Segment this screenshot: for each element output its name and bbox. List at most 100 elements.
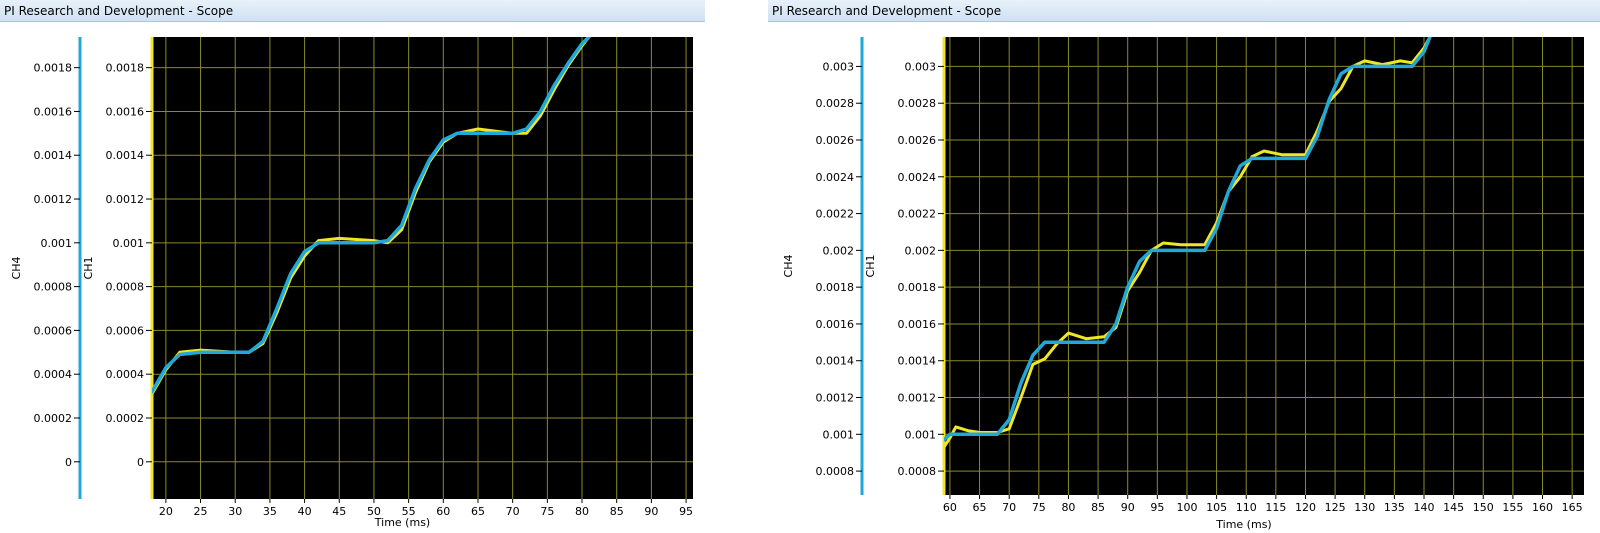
series-line-ch4: [152, 37, 591, 394]
x-tick-label: 65: [973, 501, 987, 514]
ch1-y-tick-label: 0.0026: [898, 134, 937, 147]
ch1-y-tick-label: 0.001: [113, 237, 145, 250]
ch4-y-tick-label: 0.002: [823, 244, 855, 257]
x-tick-label: 160: [1532, 501, 1553, 514]
x-axis-title: Time (ms): [374, 516, 430, 529]
series-line-ch4: [944, 37, 1432, 442]
ch1-y-tick-label: 0.0006: [106, 324, 145, 337]
x-tick-label: 70: [506, 505, 520, 518]
ch1-y-tick-label: 0.0002: [106, 412, 145, 425]
ch1-y-tick-label: 0.002: [905, 244, 937, 257]
scope-chart-left[interactable]: 0 0 0.0002 0.0002 0.0004 0.0004 0.0006 0.0006 0.…: [0, 28, 705, 533]
plot-area[interactable]: [152, 37, 693, 499]
ch1-y-tick-label: 0: [137, 456, 144, 469]
x-tick-label: 85: [1091, 501, 1105, 514]
ch4-y-tick-label: 0.0022: [816, 208, 855, 221]
x-tick-label: 110: [1236, 501, 1257, 514]
ch1-y-tick-label: 0.0018: [106, 62, 145, 75]
x-tick-label: 85: [610, 505, 624, 518]
window-title-bar[interactable]: PI Research and Development - Scope: [0, 0, 705, 22]
ch4-y-tick-label: 0.0014: [34, 149, 73, 162]
ch4-y-tick-label: 0.0018: [816, 281, 855, 294]
x-tick-label: 90: [1121, 501, 1135, 514]
ch4-axis-title: CH4: [782, 255, 795, 278]
ch4-y-tick-label: 0.0028: [816, 97, 855, 110]
ch4-y-tick-label: 0.001: [41, 237, 73, 250]
x-tick-label: 90: [644, 505, 658, 518]
x-tick-label: 150: [1473, 501, 1494, 514]
ch4-axis-title: CH4: [10, 257, 23, 280]
ch1-y-tick-label: 0.0024: [898, 171, 937, 184]
series-line-ch1: [944, 37, 1432, 449]
ch4-y-tick-label: 0.003: [823, 60, 855, 73]
x-tick-label: 70: [1002, 501, 1016, 514]
x-tick-label: 125: [1325, 501, 1346, 514]
x-tick-label: 75: [540, 505, 554, 518]
x-tick-label: 65: [471, 505, 485, 518]
ch1-axis-title: CH1: [82, 257, 95, 280]
plot-area[interactable]: [944, 37, 1584, 495]
ch1-y-tick-label: 0.0004: [106, 368, 145, 381]
scope-window-left: PI Research and Development - Scope 0 0 0.…: [0, 0, 705, 533]
ch1-y-tick-label: 0.0012: [898, 392, 937, 405]
x-tick-label: 50: [367, 505, 381, 518]
x-tick-label: 80: [575, 505, 589, 518]
ch4-y-tick-label: 0.0004: [34, 368, 73, 381]
ch4-y-tick-label: 0.0018: [34, 62, 73, 75]
ch1-y-tick-label: 0.0022: [898, 208, 937, 221]
x-tick-label: 105: [1206, 501, 1227, 514]
ch1-y-tick-label: 0.0008: [106, 281, 145, 294]
ch4-y-tick-label: 0.0008: [34, 281, 73, 294]
x-tick-label: 155: [1502, 501, 1523, 514]
ch4-y-tick-label: 0.0012: [816, 392, 855, 405]
ch4-y-tick-label: 0.0014: [816, 355, 855, 368]
x-tick-label: 20: [159, 505, 173, 518]
x-tick-label: 140: [1414, 501, 1435, 514]
x-tick-label: 130: [1354, 501, 1375, 514]
x-tick-label: 95: [679, 505, 693, 518]
ch1-y-tick-label: 0.0016: [106, 105, 145, 118]
ch4-y-tick-label: 0.0012: [34, 193, 73, 206]
ch1-y-tick-label: 0.0012: [106, 193, 145, 206]
ch4-y-tick-label: 0.0024: [816, 171, 855, 184]
x-axis-title: Time (ms): [1215, 518, 1271, 531]
ch4-y-tick-label: 0.0016: [34, 105, 73, 118]
x-tick-label: 25: [194, 505, 208, 518]
ch4-y-tick-label: 0.0016: [816, 318, 855, 331]
x-tick-label: 120: [1295, 501, 1316, 514]
ch1-y-tick-label: 0.003: [905, 60, 937, 73]
ch1-y-tick-label: 0.001: [905, 428, 937, 441]
ch1-axis-title: CH1: [864, 255, 877, 278]
x-tick-label: 115: [1265, 501, 1286, 514]
ch4-y-tick-label: 0.001: [823, 428, 855, 441]
x-tick-label: 145: [1443, 501, 1464, 514]
x-tick-label: 40: [298, 505, 312, 518]
ch4-y-tick-label: 0: [65, 456, 72, 469]
ch1-y-tick-label: 0.0014: [898, 355, 937, 368]
ch4-y-tick-label: 0.0008: [816, 465, 855, 478]
x-tick-label: 55: [402, 505, 416, 518]
x-tick-label: 165: [1562, 501, 1583, 514]
x-tick-label: 100: [1176, 501, 1197, 514]
window-title: PI Research and Development - Scope: [772, 4, 1002, 18]
x-tick-label: 60: [943, 501, 957, 514]
window-title: PI Research and Development - Scope: [4, 4, 234, 18]
scope-chart-right[interactable]: 0.0008 0.0008 0.001 0.001 0.0012 0.0012 0.0014…: [768, 28, 1600, 533]
ch4-y-tick-label: 0.0002: [34, 412, 73, 425]
x-tick-label: 60: [436, 505, 450, 518]
x-tick-label: 30: [228, 505, 242, 518]
x-tick-label: 95: [1150, 501, 1164, 514]
ch4-y-tick-label: 0.0006: [34, 324, 73, 337]
x-tick-label: 35: [263, 505, 277, 518]
scope-window-right: PI Research and Development - Scope 0.00…: [768, 0, 1600, 533]
x-tick-label: 45: [332, 505, 346, 518]
x-tick-label: 80: [1061, 501, 1075, 514]
ch1-y-tick-label: 0.0018: [898, 281, 937, 294]
ch1-y-tick-label: 0.0008: [898, 465, 937, 478]
ch1-y-tick-label: 0.0014: [106, 149, 145, 162]
ch1-y-tick-label: 0.0028: [898, 97, 937, 110]
ch1-y-tick-label: 0.0016: [898, 318, 937, 331]
ch4-y-tick-label: 0.0026: [816, 134, 855, 147]
x-tick-label: 75: [1032, 501, 1046, 514]
window-title-bar[interactable]: PI Research and Development - Scope: [768, 0, 1600, 22]
